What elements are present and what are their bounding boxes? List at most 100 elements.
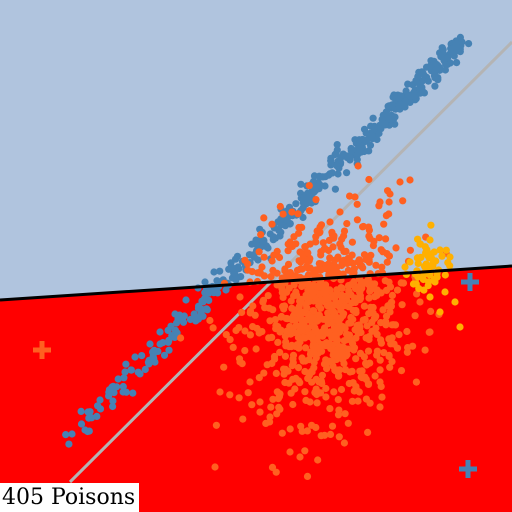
series-1-point (328, 169, 336, 177)
series-1-point (431, 74, 439, 82)
series-1-point (292, 200, 300, 208)
series-1-point (105, 392, 113, 400)
series-2-point (316, 345, 324, 353)
series-2-point (309, 322, 317, 330)
series-1-point (131, 353, 139, 361)
series-2-point (280, 305, 288, 313)
series-2-point (345, 331, 354, 339)
series-2-point (349, 259, 357, 267)
series-2-point (359, 280, 367, 288)
series-1-point (108, 383, 116, 391)
series-2-point (338, 291, 346, 299)
series-2-point (362, 395, 370, 403)
series-2-point (334, 316, 342, 324)
series-1-point (346, 156, 354, 164)
series-1-point (381, 120, 389, 128)
series-2-point (267, 273, 275, 281)
series-2-point (238, 308, 246, 316)
series-2-point (313, 390, 321, 399)
series-2-point (260, 214, 268, 222)
series-2-point (338, 284, 346, 292)
series-2-point (296, 338, 304, 346)
series-1-point (199, 312, 207, 320)
series-3-point (446, 253, 454, 261)
series-1-point (418, 83, 426, 91)
series-1-point (222, 286, 230, 294)
series-2-point (274, 338, 282, 346)
series-2-point (256, 268, 264, 276)
series-3-point (415, 285, 423, 293)
series-2-point (305, 207, 314, 215)
series-1-point (160, 351, 169, 359)
series-2-point (380, 220, 388, 228)
series-2-point (289, 355, 297, 363)
series-2-point (301, 344, 310, 352)
series-1-point (134, 368, 142, 376)
series-2-point (297, 422, 305, 430)
series-2-point (346, 192, 354, 200)
series-1-point (141, 365, 149, 374)
series-2-point (412, 378, 420, 386)
series-2-point (235, 394, 243, 402)
series-2-point (368, 318, 376, 326)
series-3-point (426, 293, 434, 301)
series-2-point (331, 256, 339, 264)
series-2-point (301, 243, 310, 251)
series-2-point (365, 294, 373, 302)
series-2-point (287, 297, 295, 305)
plus-marker (33, 341, 51, 359)
series-2-point (397, 367, 406, 375)
series-2-point (249, 302, 257, 310)
series-2-point (353, 200, 361, 208)
series-1-point (321, 182, 329, 190)
series-2-point (256, 408, 264, 416)
series-2-point (302, 291, 310, 299)
series-1-point (269, 233, 278, 241)
series-2-point (318, 371, 326, 379)
series-2-point (288, 362, 296, 370)
series-2-point (324, 302, 332, 310)
series-2-point (264, 292, 272, 300)
series-2-point (348, 397, 356, 405)
series-2-point (310, 358, 318, 367)
series-2-point (330, 232, 338, 240)
series-2-point (344, 282, 353, 290)
series-2-point (317, 296, 325, 304)
series-2-point (365, 175, 373, 184)
series-2-point (336, 208, 344, 216)
series-2-point (332, 324, 340, 332)
series-2-point (329, 243, 337, 251)
series-2-point (305, 312, 313, 320)
series-2-point (305, 182, 313, 190)
series-1-point (171, 310, 179, 318)
series-1-point (368, 134, 376, 142)
series-1-point (129, 389, 137, 397)
series-2-point (279, 210, 287, 218)
series-2-point (216, 388, 224, 396)
series-2-point (333, 366, 341, 374)
series-3-point (430, 248, 438, 256)
series-2-point (177, 334, 185, 342)
series-2-point (285, 327, 293, 335)
series-2-point (288, 208, 296, 216)
series-2-point (359, 316, 367, 324)
series-2-point (343, 350, 351, 359)
series-2-point (393, 286, 402, 294)
series-1-point (274, 218, 282, 226)
series-2-point (385, 352, 393, 361)
series-2-point (239, 415, 247, 423)
series-2-point (312, 385, 320, 393)
series-1-point (216, 267, 224, 275)
series-1-point (327, 160, 335, 169)
series-2-point (309, 289, 317, 297)
series-1-point (214, 277, 222, 285)
series-2-point (388, 291, 396, 299)
series-2-point (312, 233, 320, 241)
series-2-point (306, 398, 314, 406)
series-1-point (254, 256, 262, 264)
series-1-point (96, 396, 104, 404)
series-2-point (287, 389, 295, 397)
series-2-point (365, 232, 373, 240)
series-2-point (338, 258, 346, 266)
